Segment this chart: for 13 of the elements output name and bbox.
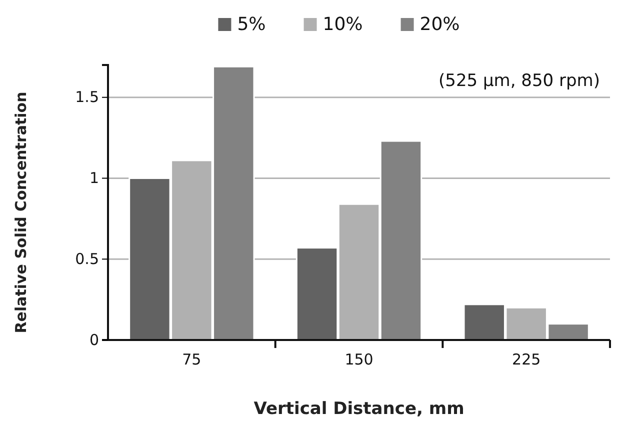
y-tick-label: 0.5: [75, 250, 99, 268]
x-tick-label: 150: [344, 350, 374, 369]
annotation: (525 µm, 850 rpm): [438, 71, 600, 91]
x-tick-label: 75: [182, 350, 202, 369]
x-axis-title: Vertical Distance, mm: [254, 399, 464, 419]
x-tick-label: 225: [512, 350, 541, 369]
legend-label: 20%: [420, 14, 460, 35]
y-tick-label: 1: [89, 169, 99, 188]
y-tick-label: 0: [89, 330, 99, 349]
legend-label: 10%: [322, 14, 363, 35]
y-tick-label: 1.5: [75, 88, 99, 106]
y-axis-title: Relative Solid Concentration: [12, 92, 30, 334]
legend-label: 5%: [237, 14, 266, 35]
